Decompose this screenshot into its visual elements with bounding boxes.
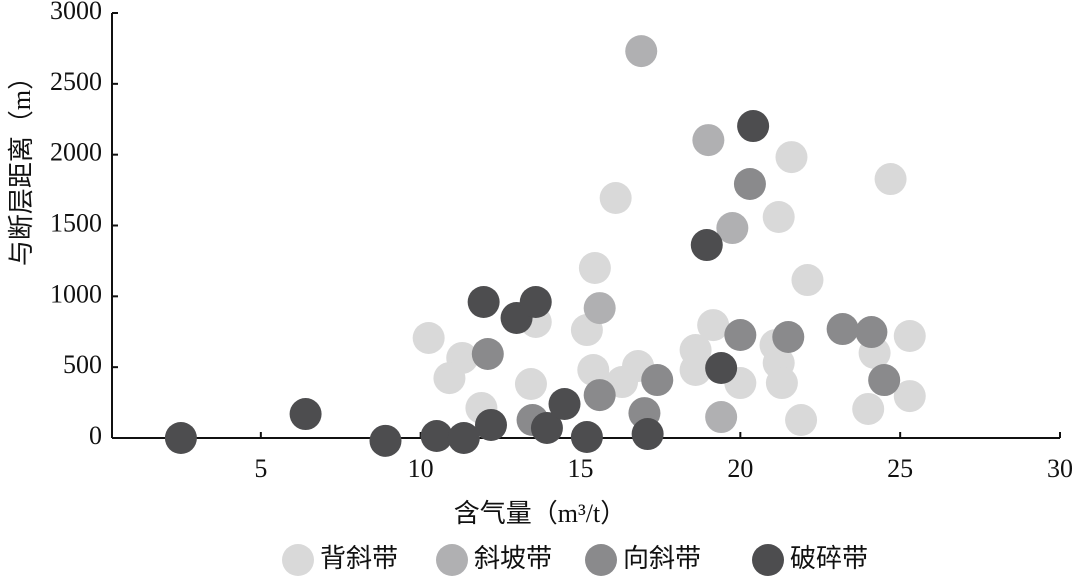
point (874, 163, 907, 196)
point (578, 252, 611, 284)
legend-label: 向斜带 (623, 544, 701, 573)
point (474, 408, 507, 441)
point (705, 352, 738, 385)
point (762, 201, 795, 233)
y-axis-title: 与断层距离（m） (7, 64, 36, 266)
point (570, 421, 603, 454)
point (625, 35, 658, 68)
point (548, 388, 581, 420)
x-tick-label: 5 (254, 454, 267, 483)
x-tick-label: 25 (887, 454, 913, 483)
point (775, 141, 808, 174)
point (690, 229, 723, 262)
point (826, 313, 859, 346)
point (737, 110, 770, 143)
point (289, 398, 322, 431)
point (772, 320, 805, 353)
y-tick-label: 3000 (50, 0, 102, 25)
point (679, 354, 712, 386)
point (577, 354, 610, 386)
point (765, 367, 798, 400)
point (893, 320, 926, 352)
point (447, 422, 480, 454)
point (852, 392, 885, 425)
legend-label: 背斜带 (320, 544, 398, 573)
point (583, 379, 616, 412)
point (791, 264, 824, 297)
y-tick-label: 0 (89, 421, 102, 450)
point (519, 286, 552, 318)
point (855, 316, 888, 349)
point (412, 321, 445, 354)
point (705, 401, 738, 434)
legend-label: 斜坡带 (474, 544, 552, 573)
point (420, 420, 453, 453)
point (583, 292, 616, 325)
point (692, 124, 725, 157)
point (467, 286, 500, 318)
point (697, 309, 730, 342)
y-tick-label: 2000 (50, 138, 102, 167)
point (433, 362, 466, 395)
point (733, 167, 766, 200)
x-tick-label: 20 (727, 454, 753, 483)
point (893, 380, 926, 413)
point (599, 182, 632, 215)
x-tick-label: 10 (408, 454, 434, 483)
point (471, 337, 504, 370)
x-tick-label: 15 (568, 454, 594, 483)
point (631, 418, 664, 451)
y-tick-label: 2500 (50, 67, 102, 96)
point (369, 424, 402, 457)
x-axis-title: 含气量（m³/t） (454, 499, 626, 528)
point (514, 368, 547, 401)
legend-marker (436, 544, 468, 576)
y-tick-label: 1000 (50, 279, 102, 308)
point (716, 212, 749, 245)
point (724, 319, 757, 352)
y-tick-label: 1500 (50, 208, 102, 237)
point (641, 364, 674, 397)
y-tick-label: 500 (63, 350, 102, 379)
point (164, 422, 197, 454)
legend-marker (585, 544, 617, 576)
point (785, 404, 818, 437)
point (868, 364, 901, 397)
legend-marker (752, 544, 784, 576)
point (530, 411, 563, 444)
x-tick-label: 30 (1047, 454, 1073, 483)
legend-marker (282, 544, 314, 576)
legend-label: 破碎带 (790, 544, 868, 573)
